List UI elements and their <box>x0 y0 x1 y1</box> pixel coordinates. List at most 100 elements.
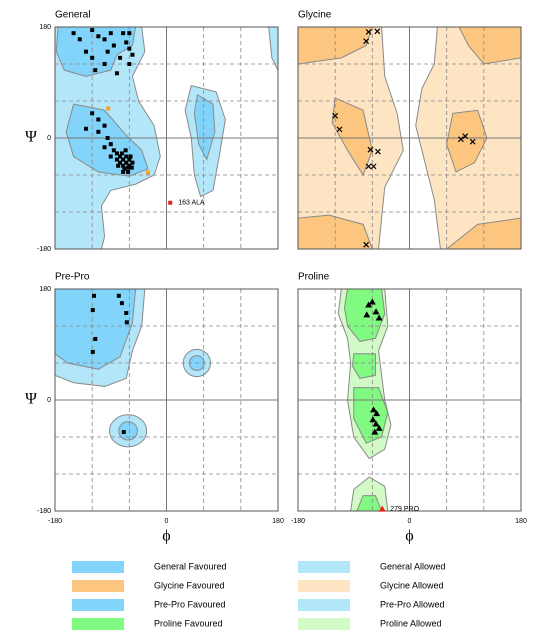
point <box>371 428 379 435</box>
point <box>96 129 101 134</box>
point <box>106 106 111 111</box>
legend-swatch <box>72 580 124 592</box>
point <box>96 117 101 122</box>
point <box>121 31 126 36</box>
legend-label: General Allowed <box>380 561 446 571</box>
point <box>118 160 123 165</box>
point <box>365 163 372 170</box>
x-tick-label: 0 <box>408 518 412 525</box>
legend-label: Pre-Pro Allowed <box>380 599 445 609</box>
point <box>102 62 107 66</box>
point <box>90 111 95 116</box>
point <box>363 241 370 248</box>
x-tick-label: -180 <box>48 518 62 525</box>
legend-swatch <box>298 561 350 573</box>
panel-title: Pre-Pro <box>55 272 90 283</box>
point <box>119 151 124 156</box>
favoured-region <box>119 422 138 441</box>
y-tick-label: 180 <box>39 286 51 293</box>
x-axis-label: ϕ <box>162 528 170 545</box>
x-tick-label: 180 <box>272 518 284 525</box>
point <box>108 31 113 36</box>
point <box>116 163 121 168</box>
point <box>126 169 131 174</box>
y-tick-label: 0 <box>47 397 51 404</box>
point <box>363 311 371 318</box>
point <box>119 301 124 306</box>
point <box>374 28 381 35</box>
point <box>114 151 119 156</box>
point <box>124 320 129 325</box>
point <box>124 154 129 159</box>
point <box>373 410 381 417</box>
legend-swatch <box>72 599 124 611</box>
point <box>370 163 377 170</box>
point <box>127 46 132 51</box>
point <box>127 157 132 162</box>
point <box>378 505 386 512</box>
point <box>96 34 101 39</box>
y-axis-label: Ψ <box>25 129 37 146</box>
y-tick-label: -180 <box>37 246 51 253</box>
point <box>127 62 132 66</box>
point <box>121 163 126 168</box>
point <box>457 136 464 143</box>
point <box>375 424 383 431</box>
y-tick-label: -180 <box>37 508 51 515</box>
point <box>122 166 127 171</box>
point <box>375 314 383 321</box>
point <box>121 430 126 435</box>
legend-label: Glycine Favoured <box>154 580 225 590</box>
x-axis-label: ϕ <box>405 528 413 545</box>
point <box>369 416 377 423</box>
x-tick-label: -180 <box>291 518 305 525</box>
plot-frame <box>54 288 279 512</box>
point <box>374 148 381 155</box>
point <box>90 28 95 33</box>
x-tick-label: 0 <box>165 518 169 525</box>
plot-frame <box>297 288 522 512</box>
point <box>367 146 374 153</box>
point <box>71 31 76 36</box>
point <box>126 165 131 170</box>
point <box>114 71 119 76</box>
point <box>108 142 113 147</box>
point <box>83 126 88 131</box>
panel-title: Proline <box>298 272 330 283</box>
point <box>129 165 134 170</box>
point <box>332 112 339 119</box>
plot-area <box>298 27 521 249</box>
point-label: 279 PRO <box>390 506 419 513</box>
legend-swatch <box>72 618 124 630</box>
favoured-region <box>55 289 136 369</box>
y-axis-label: Ψ <box>25 391 37 408</box>
point <box>90 349 95 354</box>
legend-swatch <box>298 618 350 630</box>
panel-title: General <box>55 10 91 21</box>
plot-area <box>298 289 521 511</box>
point <box>372 308 380 315</box>
x-tick-label: 180 <box>515 518 527 525</box>
allowed-region <box>298 27 521 249</box>
point <box>130 160 135 165</box>
point <box>130 52 135 57</box>
y-tick-label: 0 <box>47 135 51 142</box>
point <box>370 406 378 413</box>
point <box>93 336 98 341</box>
point <box>368 298 376 305</box>
legend-label: General Favoured <box>154 561 227 571</box>
panel-title: Glycine <box>298 10 332 21</box>
y-tick-label: 180 <box>39 24 51 31</box>
legend-label: Proline Favoured <box>154 618 223 628</box>
plot-area <box>55 289 278 511</box>
point-label: 163 ALA <box>178 200 205 207</box>
point <box>108 154 113 159</box>
point <box>105 136 110 140</box>
point <box>102 123 107 128</box>
point <box>92 293 97 298</box>
point <box>462 133 469 140</box>
point <box>127 31 132 36</box>
point <box>336 126 343 133</box>
point <box>128 154 133 159</box>
